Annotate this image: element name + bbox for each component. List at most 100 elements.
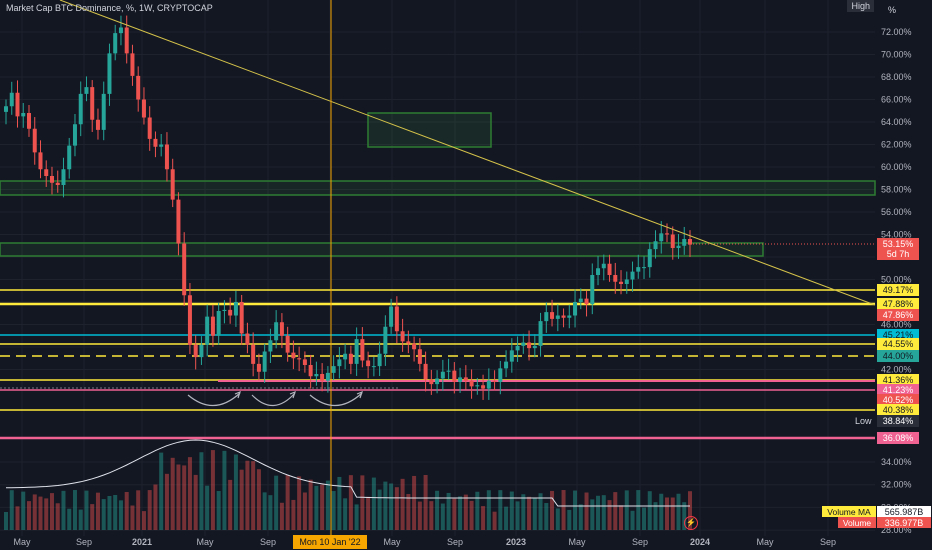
candle-body[interactable] <box>440 371 445 379</box>
candle-body[interactable] <box>452 370 457 382</box>
candle-body[interactable] <box>9 92 14 107</box>
candle-body[interactable] <box>4 106 8 112</box>
candle-body[interactable] <box>308 365 313 377</box>
candle-body[interactable] <box>320 374 325 381</box>
candle-body[interactable] <box>573 302 578 316</box>
candle-body[interactable] <box>642 267 647 269</box>
candle-body[interactable] <box>624 279 629 285</box>
candle-body[interactable] <box>578 298 583 302</box>
candle-body[interactable] <box>113 33 118 54</box>
lightning-icon[interactable]: ⚡ <box>684 516 698 530</box>
candle-body[interactable] <box>21 113 26 117</box>
candle-body[interactable] <box>423 363 428 380</box>
candle-body[interactable] <box>458 377 463 382</box>
candle-body[interactable] <box>84 87 89 94</box>
candle-body[interactable] <box>136 75 141 100</box>
candle-body[interactable] <box>567 315 572 318</box>
candle-body[interactable] <box>130 53 135 76</box>
candle-body[interactable] <box>159 144 164 147</box>
candle-body[interactable] <box>101 93 106 130</box>
candle-body[interactable] <box>665 233 670 235</box>
candle-body[interactable] <box>630 271 635 280</box>
unit-label[interactable]: % <box>887 5 896 15</box>
candle-body[interactable] <box>463 377 468 381</box>
candle-body[interactable] <box>153 138 158 147</box>
candle-body[interactable] <box>584 298 589 305</box>
candle-body[interactable] <box>498 368 503 382</box>
candle-body[interactable] <box>596 268 601 275</box>
candle-body[interactable] <box>475 385 480 387</box>
candle-body[interactable] <box>412 343 417 350</box>
candle-body[interactable] <box>297 358 302 360</box>
candle-body[interactable] <box>32 128 37 153</box>
candle-body[interactable] <box>400 331 405 342</box>
candle-body[interactable] <box>331 366 336 373</box>
candle-body[interactable] <box>314 374 319 377</box>
candle-body[interactable] <box>659 233 664 242</box>
candle-body[interactable] <box>590 275 595 305</box>
candle-body[interactable] <box>216 311 221 336</box>
candle-body[interactable] <box>61 169 66 185</box>
candle-body[interactable] <box>492 380 497 382</box>
candle-body[interactable] <box>187 295 192 345</box>
candle-body[interactable] <box>233 302 238 316</box>
candle-body[interactable] <box>262 351 267 372</box>
candle-body[interactable] <box>107 53 112 94</box>
candle-body[interactable] <box>688 239 692 245</box>
candle-body[interactable] <box>239 302 244 334</box>
candle-body[interactable] <box>199 344 204 358</box>
candle-body[interactable] <box>429 379 434 385</box>
candle-body[interactable] <box>527 342 532 349</box>
candle-body[interactable] <box>435 378 440 385</box>
candle-body[interactable] <box>251 344 256 364</box>
candle-body[interactable] <box>647 249 652 268</box>
candle-body[interactable] <box>469 380 474 387</box>
candle-body[interactable] <box>613 275 618 282</box>
candle-body[interactable] <box>504 361 509 369</box>
candle-body[interactable] <box>141 99 146 118</box>
candle-body[interactable] <box>210 316 215 336</box>
candle-body[interactable] <box>44 169 49 176</box>
candle-body[interactable] <box>147 117 152 139</box>
candle-body[interactable] <box>285 335 290 353</box>
candle-body[interactable] <box>653 241 658 250</box>
candle-body[interactable] <box>38 152 43 170</box>
candle-body[interactable] <box>90 87 95 120</box>
candle-body[interactable] <box>601 263 606 269</box>
candle-body[interactable] <box>607 263 612 275</box>
candle-body[interactable] <box>348 353 353 364</box>
candle-body[interactable] <box>366 360 371 367</box>
candle-body[interactable] <box>446 370 451 372</box>
candle-body[interactable] <box>383 326 388 354</box>
candle-body[interactable] <box>417 349 422 364</box>
candle-body[interactable] <box>291 352 296 359</box>
candle-body[interactable] <box>377 353 382 367</box>
candle-body[interactable] <box>619 281 624 284</box>
candle-body[interactable] <box>222 309 227 311</box>
candle-body[interactable] <box>354 339 359 364</box>
candle-body[interactable] <box>302 359 307 365</box>
candle-body[interactable] <box>55 182 60 185</box>
candle-body[interactable] <box>325 372 330 381</box>
candle-body[interactable] <box>676 245 681 248</box>
candle-body[interactable] <box>176 199 181 244</box>
candle-body[interactable] <box>509 350 514 362</box>
candle-body[interactable] <box>337 359 342 367</box>
candle-body[interactable] <box>486 380 491 389</box>
candles[interactable] <box>4 15 692 400</box>
candle-body[interactable] <box>538 321 543 346</box>
candle-body[interactable] <box>228 309 233 316</box>
candle-body[interactable] <box>245 333 250 345</box>
candle-body[interactable] <box>49 176 54 183</box>
candle-body[interactable] <box>406 341 411 344</box>
candle-body[interactable] <box>274 322 279 341</box>
candle-body[interactable] <box>343 353 348 360</box>
candle-body[interactable] <box>67 145 72 170</box>
candle-body[interactable] <box>256 363 261 372</box>
candle-body[interactable] <box>205 316 210 345</box>
candle-body[interactable] <box>118 27 123 34</box>
candle-body[interactable] <box>682 239 687 246</box>
candle-body[interactable] <box>515 345 520 351</box>
candle-body[interactable] <box>279 322 284 336</box>
candle-body[interactable] <box>124 27 129 54</box>
